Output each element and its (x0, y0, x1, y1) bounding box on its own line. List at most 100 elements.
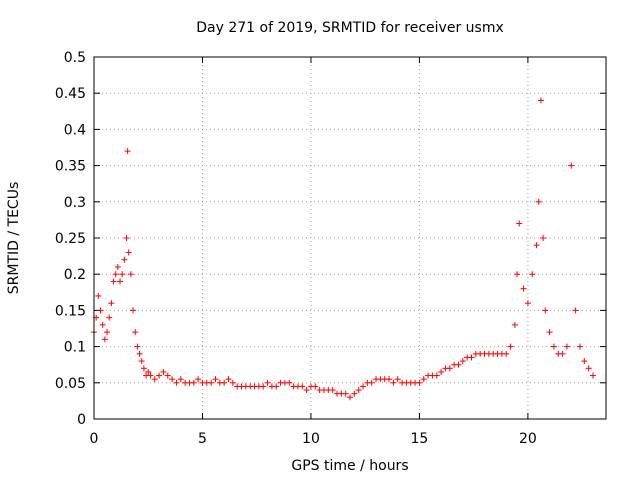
x-tick-label: 0 (90, 431, 99, 447)
data-point (110, 278, 117, 285)
data-point (97, 307, 104, 314)
data-point (351, 390, 358, 397)
data-point (286, 379, 293, 386)
x-tick-label: 20 (519, 431, 537, 447)
data-point (121, 256, 128, 263)
y-tick-label: 0.3 (64, 195, 86, 211)
data-point (134, 343, 141, 350)
y-tick-label: 0.15 (55, 303, 86, 319)
data-point (368, 379, 375, 386)
data-point (125, 249, 132, 256)
data-point (550, 343, 557, 350)
x-tick-label: 10 (302, 431, 320, 447)
data-point (514, 271, 521, 278)
data-point (524, 300, 531, 307)
data-point (520, 285, 527, 292)
data-point (140, 365, 147, 372)
data-point (455, 361, 462, 368)
data-point (355, 387, 362, 394)
data-point (132, 329, 139, 336)
data-point (104, 329, 111, 336)
data-point (136, 350, 143, 357)
data-point (360, 383, 367, 390)
data-point (468, 354, 475, 361)
data-point (303, 387, 310, 394)
data-point (438, 368, 445, 375)
data-points (91, 97, 596, 401)
data-point (589, 372, 596, 379)
data-point (572, 307, 579, 314)
y-tick-label: 0.1 (64, 340, 86, 356)
data-point (540, 235, 547, 241)
data-point (576, 343, 583, 350)
data-point (130, 307, 137, 314)
data-point (169, 376, 176, 383)
data-point (151, 376, 158, 383)
data-point (581, 358, 588, 365)
data-point (260, 383, 267, 390)
data-point (533, 242, 540, 249)
data-point (124, 148, 131, 155)
data-point (119, 271, 126, 278)
data-point (347, 394, 353, 401)
data-point (299, 383, 306, 390)
data-point (229, 379, 236, 386)
data-point (225, 376, 232, 383)
data-point (208, 379, 215, 386)
data-point (585, 365, 592, 372)
data-point (511, 321, 518, 328)
data-point (546, 329, 553, 336)
chart-title: Day 271 of 2019, SRMTID for receiver usm… (196, 20, 504, 36)
data-point (542, 307, 549, 314)
data-point (138, 358, 145, 365)
data-point (563, 343, 570, 350)
data-point (273, 383, 280, 390)
data-point (164, 372, 171, 379)
y-tick-label: 0.45 (55, 86, 86, 102)
data-point (568, 162, 575, 169)
y-tick-label: 0.4 (64, 122, 86, 138)
y-tick-label: 0.05 (55, 376, 86, 392)
data-point (420, 376, 427, 383)
y-tick-label: 0.35 (55, 159, 86, 175)
data-point (112, 271, 119, 278)
data-point (329, 387, 336, 394)
data-point (559, 350, 566, 357)
data-point (221, 379, 228, 386)
data-point (114, 263, 121, 270)
data-point (446, 365, 453, 372)
data-point (99, 321, 106, 328)
y-tick-label: 0 (77, 412, 86, 428)
data-point (177, 376, 184, 383)
data-point (433, 372, 440, 379)
y-tick-label: 0.25 (55, 231, 86, 247)
data-point (416, 379, 423, 386)
data-point (507, 343, 514, 350)
data-point (459, 358, 466, 365)
x-tick-label: 15 (411, 431, 429, 447)
data-point (516, 220, 523, 227)
x-axis-label: GPS time / hours (291, 458, 408, 474)
data-point (117, 278, 124, 285)
y-tick-label: 0.5 (64, 50, 86, 66)
data-point (147, 372, 154, 379)
data-point (537, 97, 544, 104)
data-point (394, 376, 401, 383)
data-point (160, 368, 167, 375)
data-point (145, 368, 152, 375)
plot-frame (93, 56, 607, 420)
data-point (190, 379, 197, 386)
data-point (156, 372, 163, 379)
data-point (264, 379, 271, 386)
data-point (95, 292, 102, 299)
grid-lines (94, 57, 606, 419)
data-point (503, 350, 510, 357)
y-axis-label: SRMTID / TECUs (6, 182, 22, 295)
x-tick-label: 5 (198, 431, 207, 447)
data-point (312, 383, 319, 390)
data-point (390, 379, 397, 386)
data-point (123, 235, 130, 241)
y-tick-labels: 0 0.05 0.1 0.15 0.2 0.25 0.3 0.35 0.4 0.45 0.5 (55, 50, 86, 428)
data-point (342, 390, 349, 397)
